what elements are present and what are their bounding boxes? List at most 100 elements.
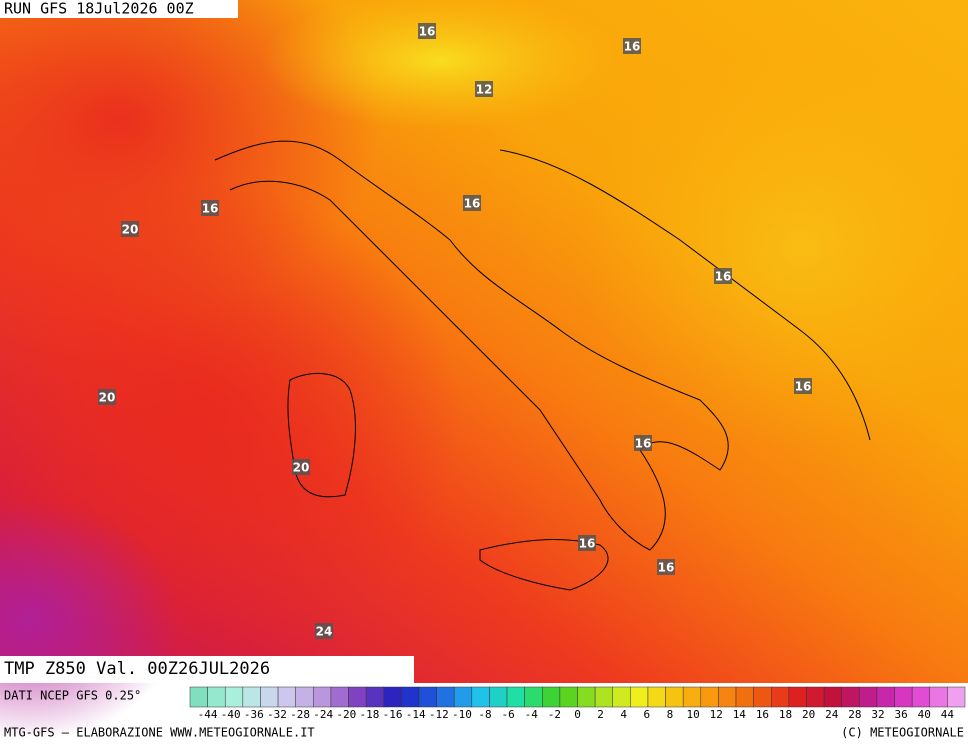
colorbar-label: 36 <box>895 708 908 721</box>
data-source: DATI NCEP GFS 0.25° <box>4 689 141 703</box>
colorbar-label: 18 <box>779 708 792 721</box>
contour-label: 20 <box>99 391 116 405</box>
colorbar-swatch <box>453 686 473 708</box>
colorbar-swatch <box>436 686 455 708</box>
colorbar-swatch <box>753 686 772 708</box>
colorbar-swatch <box>348 686 367 708</box>
colorbar-label: -20 <box>336 708 356 721</box>
contour-labels: 16 16 12 16 20 16 16 20 16 16 20 16 16 24 <box>98 23 812 639</box>
contour-label: 16 <box>635 437 652 451</box>
colorbar-swatch <box>788 686 807 708</box>
colorbar-label: -18 <box>360 708 380 721</box>
colorbar-swatch <box>524 686 543 708</box>
contour-label: 16 <box>624 40 641 54</box>
colorbar-label: 4 <box>620 708 627 721</box>
colorbar-swatch <box>841 686 860 708</box>
colorbar-label: -16 <box>383 708 403 721</box>
label-box <box>794 378 812 394</box>
colorbar-label: 32 <box>871 708 884 721</box>
copyright: (C) METEOGIORNALE <box>841 726 964 740</box>
colorbar-label: 12 <box>710 708 723 721</box>
colorbar-swatch <box>665 686 684 708</box>
colorbar-label: 28 <box>848 708 861 721</box>
colorbar-swatch <box>401 686 420 708</box>
colorbar-swatch <box>647 686 666 708</box>
header-box <box>0 0 238 18</box>
colorbar-label: 6 <box>644 708 651 721</box>
colorbar-swatch <box>911 686 931 708</box>
contour-label: 16 <box>795 380 812 394</box>
colorbar-swatch <box>718 686 737 708</box>
colorbar-swatch <box>330 686 349 708</box>
colorbar-swatch <box>365 686 384 708</box>
colorbar-label: 20 <box>802 708 815 721</box>
colorbar-swatch <box>295 686 314 708</box>
colorbar-swatch <box>735 686 754 708</box>
colorbar-label: -14 <box>406 708 426 721</box>
colorbar-label: -32 <box>267 708 287 721</box>
colorbar-label: 0 <box>574 708 581 721</box>
colorbar-label: -8 <box>478 708 491 721</box>
field-box <box>0 656 414 683</box>
colorbar-swatch <box>859 686 878 708</box>
colorbar-swatch <box>489 686 508 708</box>
label-box <box>121 221 139 237</box>
colorbar-swatch <box>559 686 578 708</box>
contour-label: 20 <box>293 461 310 475</box>
contour-label: 12 <box>476 83 493 97</box>
run-info: RUN GFS 18Jul2026 00Z <box>4 0 194 18</box>
colorbar-swatch <box>771 686 790 708</box>
colorbar-swatch <box>594 686 613 708</box>
label-box <box>315 623 333 639</box>
label-box <box>463 195 481 211</box>
colorbar-swatch <box>277 686 296 708</box>
colorbar-swatch <box>823 686 842 708</box>
colorbar-label: 10 <box>686 708 699 721</box>
colorbar-swatch <box>207 686 226 708</box>
colorbar-swatch <box>682 686 702 708</box>
colorbar: -44 -40 -36 -32 -28 -24 -20 -18 -16 -14 -12 -10 -8 -6… <box>189 686 966 721</box>
colorbar-swatch <box>947 686 966 708</box>
colorbar-label: 14 <box>733 708 747 721</box>
colorbar-label: 16 <box>756 708 769 721</box>
colorbar-label: 40 <box>918 708 931 721</box>
colorbar-swatch <box>260 686 279 708</box>
contour-label: 16 <box>579 537 596 551</box>
label-box <box>98 389 116 405</box>
contour-label: 16 <box>715 270 732 284</box>
contour-label: 16 <box>464 197 481 211</box>
colorbar-swatch <box>242 686 261 708</box>
colorbar-label: 44 <box>941 708 955 721</box>
colorbar-swatch <box>876 686 895 708</box>
colorbar-label: -24 <box>313 708 333 721</box>
colorbar-label: 2 <box>597 708 604 721</box>
colorbar-label: -28 <box>290 708 310 721</box>
colorbar-label: -44 <box>198 708 218 721</box>
field-info: TMP Z850 Val. 00Z26JUL2026 <box>4 659 270 679</box>
colorbar-swatch <box>313 686 332 708</box>
colorbar-swatch <box>894 686 913 708</box>
colorbar-swatch <box>542 686 561 708</box>
colorbar-swatch <box>612 686 631 708</box>
colorbar-swatch <box>700 686 719 708</box>
colorbar-label: 8 <box>667 708 674 721</box>
colorbar-label: -36 <box>244 708 264 721</box>
label-box <box>418 23 436 39</box>
label-box <box>714 268 732 284</box>
colorbar-swatch <box>471 686 490 708</box>
colorbar-swatch <box>418 686 437 708</box>
colorbar-label: -12 <box>429 708 449 721</box>
label-box <box>634 435 652 451</box>
colorbar-swatch <box>224 686 244 708</box>
colorbar-label: -40 <box>221 708 241 721</box>
colorbar-swatch <box>383 686 402 708</box>
label-box <box>578 535 596 551</box>
credit: MTG-GFS — ELABORAZIONE WWW.METEOGIORNALE… <box>4 726 315 740</box>
contour-label: 20 <box>122 223 139 237</box>
colorbar-label: -2 <box>548 708 561 721</box>
colorbar-swatch <box>806 686 825 708</box>
colorbar-swatch <box>929 686 948 708</box>
colorbar-swatch <box>189 686 208 708</box>
